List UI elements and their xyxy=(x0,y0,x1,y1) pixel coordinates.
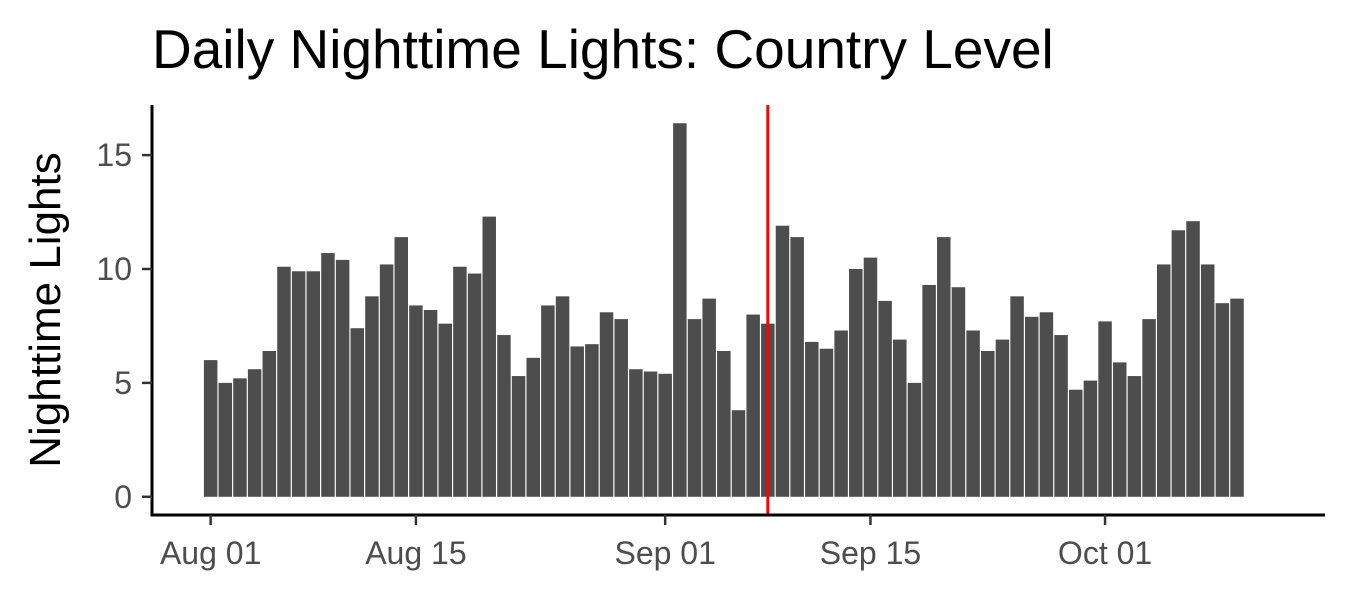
bar xyxy=(277,266,291,497)
bar xyxy=(453,266,467,497)
bar xyxy=(570,346,584,497)
y-tick-label: 15 xyxy=(96,137,132,173)
bar xyxy=(629,369,643,497)
bar xyxy=(541,305,555,497)
bar xyxy=(775,225,790,497)
bar xyxy=(702,298,716,497)
bar xyxy=(350,328,365,497)
bar xyxy=(658,373,672,497)
bar xyxy=(1142,319,1156,497)
bar xyxy=(951,287,966,497)
bar xyxy=(394,237,409,497)
bar xyxy=(1112,362,1127,497)
x-tick-label: Aug 01 xyxy=(160,535,261,571)
bar xyxy=(365,296,379,497)
bar xyxy=(790,237,804,497)
bar xyxy=(291,271,306,497)
bar xyxy=(937,237,951,497)
y-axis-label: Nighttime Lights xyxy=(21,152,70,467)
bar xyxy=(834,330,848,497)
bar xyxy=(599,312,614,497)
bar xyxy=(438,323,452,497)
x-tick-label: Sep 15 xyxy=(820,535,921,571)
bar xyxy=(262,351,277,497)
bar xyxy=(511,376,526,497)
x-tick-label: Sep 01 xyxy=(614,535,715,571)
bar xyxy=(555,296,570,497)
bar xyxy=(1200,264,1215,497)
bar xyxy=(306,271,321,497)
bar xyxy=(673,123,687,497)
bar xyxy=(1039,312,1054,497)
bar xyxy=(1098,321,1112,497)
bar xyxy=(995,339,1010,497)
bar xyxy=(1083,380,1098,497)
bar xyxy=(409,305,423,497)
bar xyxy=(526,357,540,497)
bar xyxy=(922,284,936,497)
bar xyxy=(849,269,863,497)
bar xyxy=(643,371,658,497)
y-tick-label: 5 xyxy=(114,365,132,401)
y-tick-label: 0 xyxy=(114,479,132,515)
bar xyxy=(1068,389,1083,497)
bar xyxy=(218,382,233,497)
bar xyxy=(233,378,247,497)
axes: 0 5 10 15 Aug 01 Aug 15 Sep 01 Sep 15 Oct 01 xyxy=(96,105,1325,571)
bar xyxy=(379,264,394,497)
bars xyxy=(203,123,1244,497)
y-tick-label: 10 xyxy=(96,251,132,287)
bar xyxy=(746,314,760,497)
bar xyxy=(203,360,218,497)
bar xyxy=(907,382,922,497)
bar xyxy=(585,344,599,497)
bar xyxy=(482,216,496,497)
chart-title: Daily Nighttime Lights: Country Level xyxy=(152,18,1054,80)
bar xyxy=(1127,376,1142,497)
bar xyxy=(863,257,878,497)
bar xyxy=(966,330,980,497)
x-tick-label: Aug 15 xyxy=(365,535,466,571)
bar xyxy=(731,410,746,497)
bar xyxy=(1171,230,1186,497)
bar xyxy=(1025,316,1039,497)
bar xyxy=(614,319,628,497)
bar xyxy=(981,351,995,497)
bar xyxy=(1010,296,1024,497)
bar xyxy=(1186,221,1200,497)
bar xyxy=(467,273,482,497)
bar xyxy=(321,253,335,497)
bar xyxy=(805,341,819,497)
bar xyxy=(1054,335,1068,497)
bar xyxy=(423,310,438,497)
bar xyxy=(1230,298,1244,497)
bar xyxy=(717,351,731,497)
bar xyxy=(687,319,702,497)
bar xyxy=(1215,303,1230,497)
bar xyxy=(1156,264,1171,497)
bar xyxy=(247,369,262,497)
bar xyxy=(335,259,350,497)
bar xyxy=(878,300,892,497)
bar xyxy=(893,339,907,497)
bar xyxy=(819,348,834,497)
bar xyxy=(497,335,511,497)
x-tick-label: Oct 01 xyxy=(1058,535,1152,571)
